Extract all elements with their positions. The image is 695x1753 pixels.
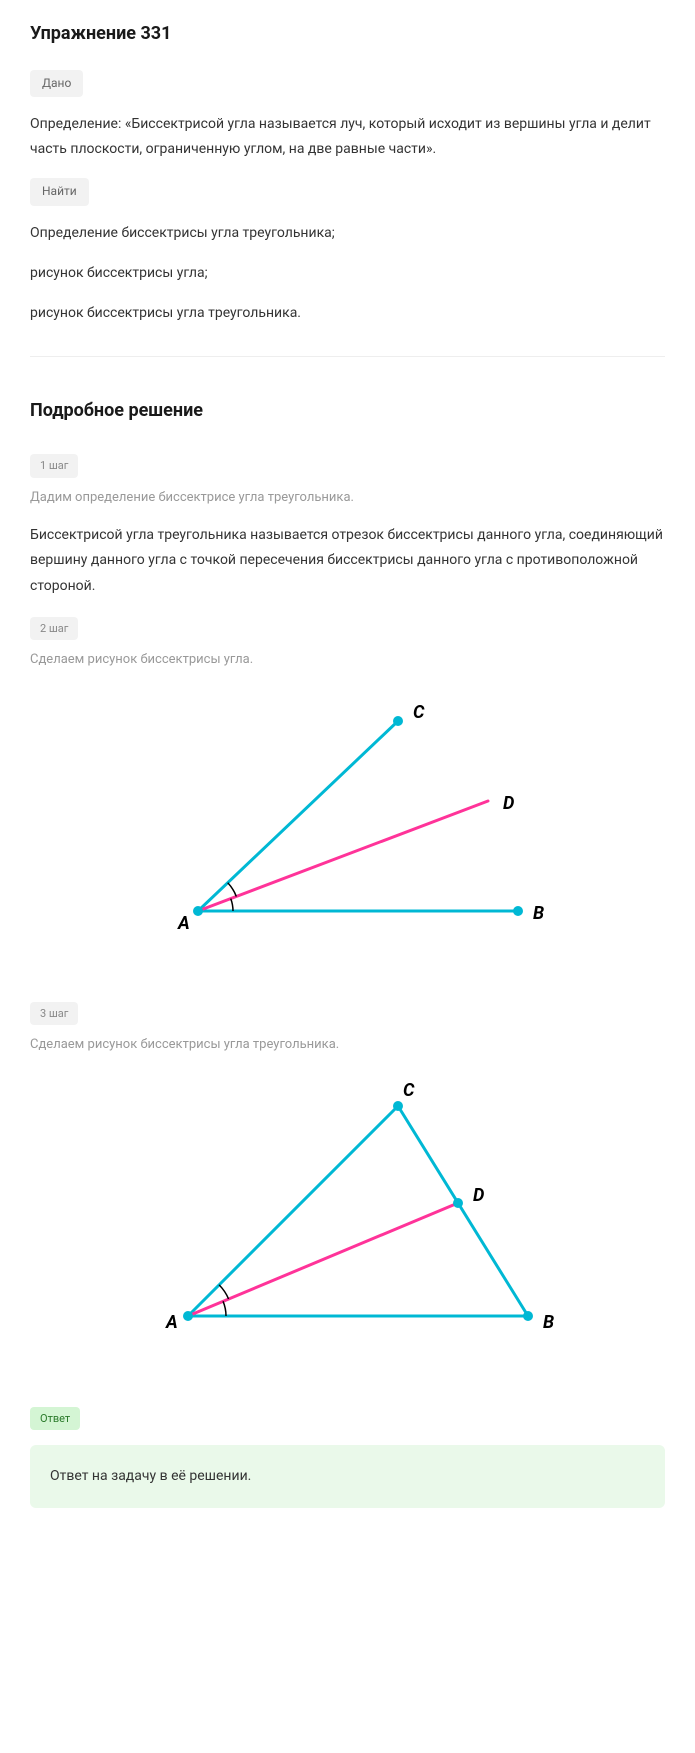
svg-text:C: C	[413, 702, 425, 723]
answer-text: Ответ на задачу в её решении.	[50, 1468, 251, 1484]
answer-box: Ответ на задачу в её решении.	[30, 1445, 665, 1507]
svg-text:B: B	[543, 1312, 554, 1333]
divider	[30, 356, 665, 357]
svg-text:D: D	[473, 1185, 484, 1206]
svg-text:B: B	[533, 903, 544, 924]
find-badge: Найти	[30, 178, 89, 205]
triangle-bisector-diagram: A B C D	[30, 1076, 665, 1364]
step-1-caption: Дадим определение биссектрисе угла треуг…	[30, 488, 665, 509]
find-line-3: рисунок биссектрисы угла треугольника.	[30, 301, 665, 326]
svg-text:A: A	[177, 913, 190, 934]
step-2-caption: Сделаем рисунок биссектрисы угла.	[30, 650, 665, 671]
given-text: Определение: «Биссектрисой угла называет…	[30, 112, 665, 162]
step-1-badge: 1 шаг	[30, 454, 78, 478]
answer-badge: Ответ	[30, 1407, 80, 1431]
angle-bisector-diagram: A B C D	[30, 691, 665, 959]
exercise-title: Упражнение 331	[30, 20, 665, 49]
step-1-text: Биссектрисой угла треугольника называетс…	[30, 523, 665, 599]
find-line-2: рисунок биссектрисы угла;	[30, 261, 665, 286]
given-badge: Дано	[30, 70, 83, 97]
step-3-caption: Сделаем рисунок биссектрисы угла треугол…	[30, 1035, 665, 1056]
step-3-badge: 3 шаг	[30, 1002, 78, 1026]
svg-text:A: A	[165, 1312, 178, 1333]
svg-text:D: D	[503, 793, 514, 814]
find-line-1: Определение биссектрисы угла треугольник…	[30, 221, 665, 246]
step-2-badge: 2 шаг	[30, 617, 78, 641]
solution-title: Подробное решение	[30, 397, 665, 426]
svg-text:C: C	[403, 1080, 415, 1101]
